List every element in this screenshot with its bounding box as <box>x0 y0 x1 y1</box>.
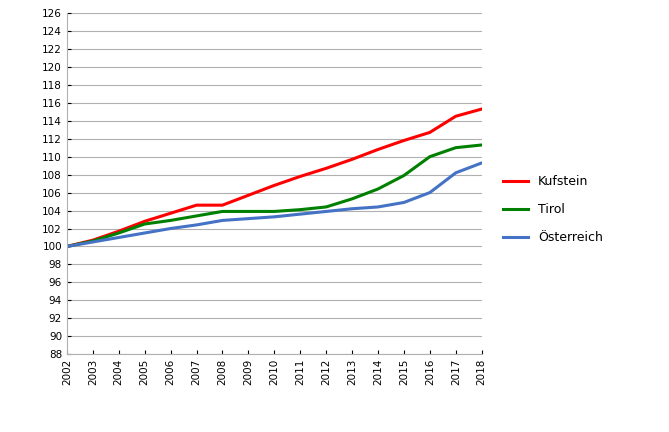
Kufstein <box>63 244 71 249</box>
Kufstein <box>400 138 408 143</box>
Kufstein <box>452 114 460 119</box>
Kufstein <box>140 219 149 224</box>
Österreich <box>140 230 149 235</box>
Tirol <box>296 207 304 212</box>
Kufstein <box>193 203 201 208</box>
Kufstein <box>167 211 175 216</box>
Tirol <box>426 154 434 159</box>
Tirol <box>452 145 460 150</box>
Österreich <box>296 212 304 217</box>
Kufstein <box>348 157 356 162</box>
Tirol <box>478 143 486 148</box>
Line: Kufstein: Kufstein <box>67 109 482 247</box>
Tirol <box>167 218 175 223</box>
Österreich <box>374 204 382 210</box>
Österreich <box>400 200 408 205</box>
Österreich <box>348 206 356 211</box>
Line: Tirol: Tirol <box>67 145 482 247</box>
Österreich <box>478 160 486 165</box>
Österreich <box>219 218 227 223</box>
Österreich <box>244 216 252 221</box>
Tirol <box>140 222 149 227</box>
Tirol <box>322 204 330 210</box>
Kufstein <box>270 183 278 188</box>
Line: Österreich: Österreich <box>67 163 482 247</box>
Tirol <box>63 244 71 249</box>
Österreich <box>89 239 97 245</box>
Legend: Kufstein, Tirol, Österreich: Kufstein, Tirol, Österreich <box>498 170 608 249</box>
Tirol <box>400 173 408 178</box>
Tirol <box>374 186 382 191</box>
Kufstein <box>296 174 304 179</box>
Österreich <box>270 214 278 219</box>
Tirol <box>89 238 97 244</box>
Tirol <box>219 209 227 214</box>
Kufstein <box>322 166 330 171</box>
Tirol <box>270 209 278 214</box>
Kufstein <box>244 193 252 198</box>
Österreich <box>322 209 330 214</box>
Tirol <box>193 213 201 219</box>
Österreich <box>452 170 460 175</box>
Kufstein <box>115 229 123 234</box>
Kufstein <box>89 238 97 243</box>
Österreich <box>167 226 175 231</box>
Tirol <box>244 209 252 214</box>
Tirol <box>348 196 356 201</box>
Kufstein <box>478 106 486 111</box>
Kufstein <box>374 147 382 152</box>
Österreich <box>115 235 123 240</box>
Kufstein <box>426 130 434 135</box>
Österreich <box>426 190 434 195</box>
Kufstein <box>219 203 227 208</box>
Österreich <box>63 244 71 249</box>
Österreich <box>193 222 201 228</box>
Tirol <box>115 230 123 235</box>
